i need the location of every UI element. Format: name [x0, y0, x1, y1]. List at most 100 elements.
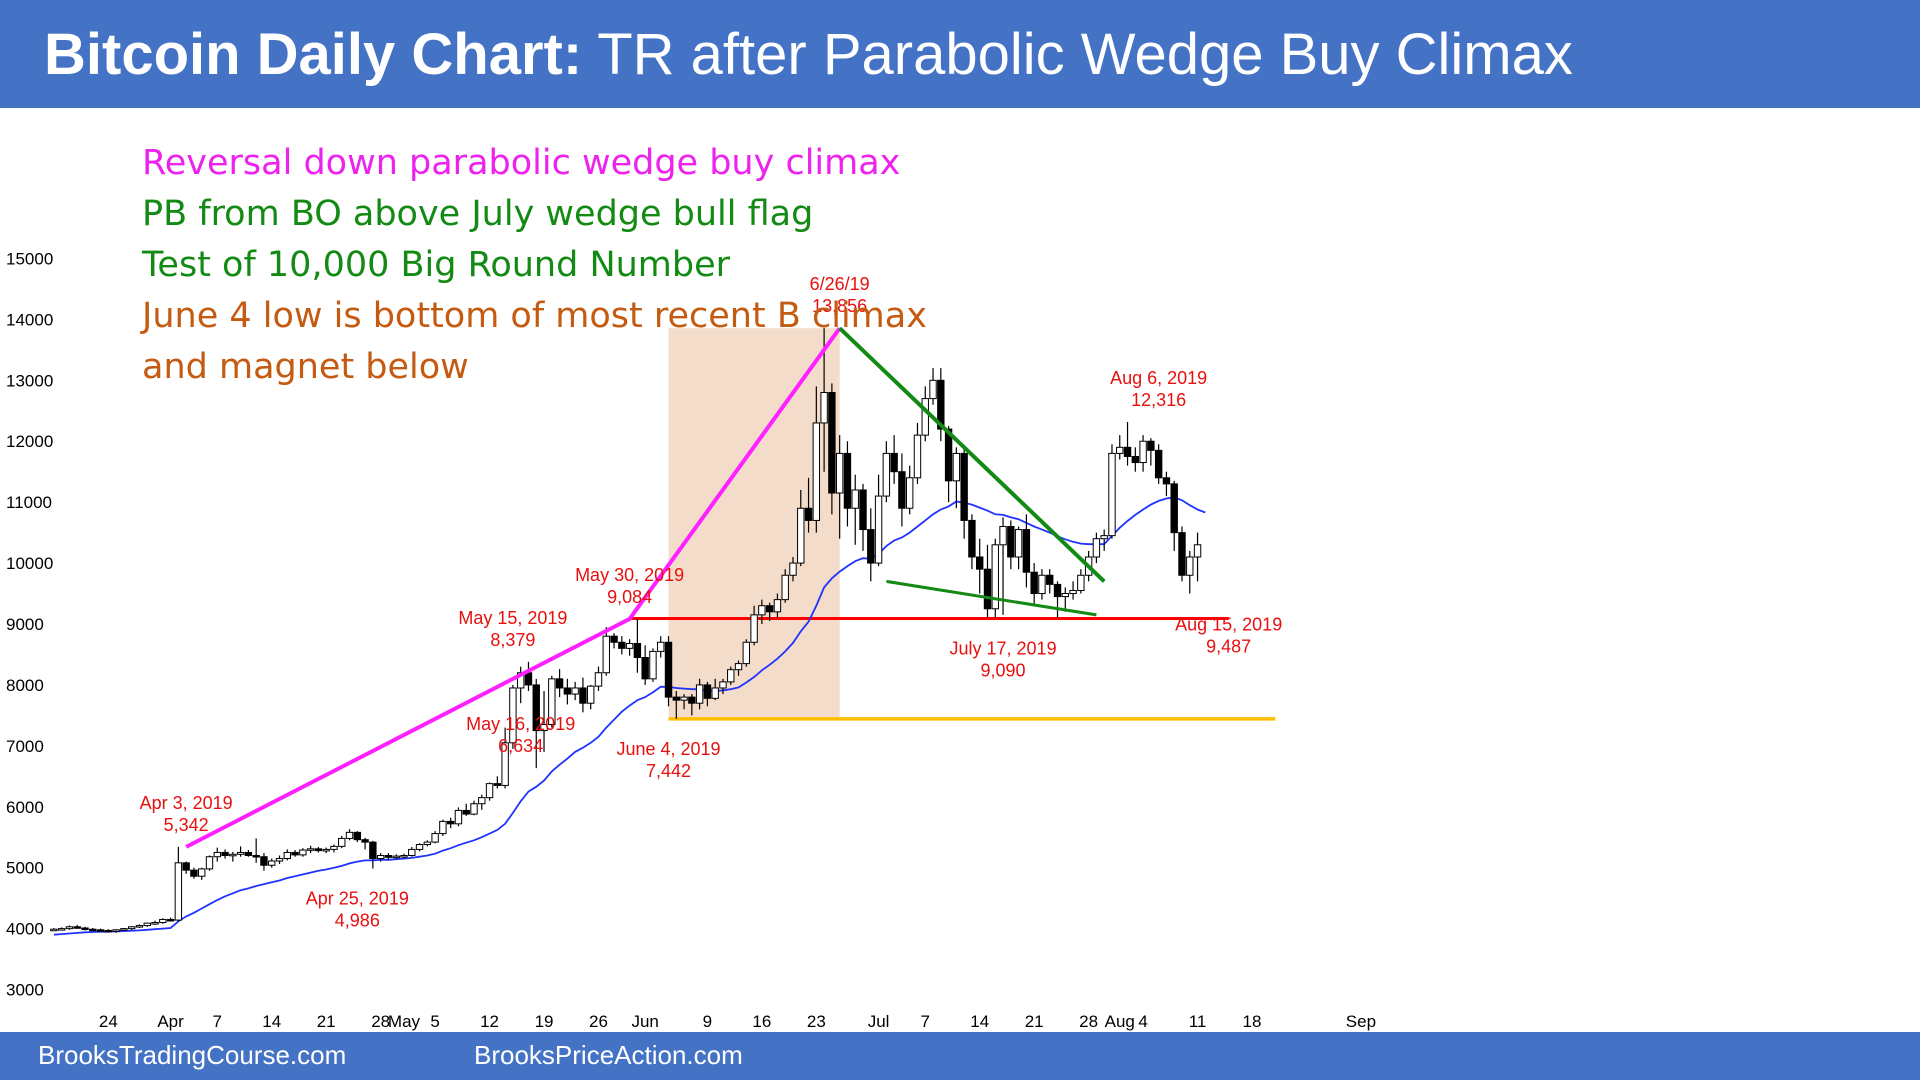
bull-candle — [127, 926, 136, 930]
bear-candle — [182, 862, 190, 871]
bull-candle — [1193, 544, 1202, 558]
price-annotation-date: Apr 3, 2019 — [140, 793, 233, 813]
wedge-bull-flag-lower — [886, 579, 1097, 617]
wedge-bull-flag-upper — [838, 326, 1106, 583]
bull-candle — [835, 452, 844, 494]
x-tick-label: 9 — [703, 1012, 712, 1031]
bull-candle — [781, 574, 789, 601]
bull-candle — [431, 833, 439, 843]
bull-candle — [236, 851, 245, 855]
bear-candle — [641, 657, 649, 680]
bear-candle — [1123, 446, 1132, 457]
bull-candle — [789, 562, 797, 576]
bull-candle — [548, 678, 556, 726]
price-annotation-value: 9,090 — [981, 661, 1026, 681]
bull-candle — [711, 687, 719, 699]
bull-candle — [151, 922, 159, 925]
x-tick-label: 11 — [1189, 1012, 1207, 1031]
bull-candle — [1116, 446, 1124, 454]
bear-candle — [314, 848, 323, 852]
x-tick-label: 21 — [317, 1012, 336, 1031]
bear-candle — [1170, 483, 1178, 534]
bear-candle — [703, 684, 712, 699]
bear-candle — [384, 855, 393, 858]
bull-candle — [135, 925, 144, 928]
bull-candle — [773, 599, 782, 613]
bull-candle — [65, 926, 74, 930]
price-annotation-value: 9,084 — [607, 587, 652, 607]
ema-20-line — [53, 496, 1206, 936]
bull-candle — [1014, 529, 1023, 558]
bear-candle — [976, 556, 984, 570]
bull-candle — [338, 837, 346, 847]
bull-candle — [540, 724, 548, 732]
x-tick-label: 19 — [535, 1012, 554, 1031]
bull-candle — [594, 672, 603, 687]
bull-candle — [1108, 452, 1116, 537]
x-tick-label: 7 — [921, 1012, 930, 1031]
bull-candle — [322, 848, 330, 852]
bear-candle — [859, 489, 867, 531]
note-1: Reversal down parabolic wedge buy climax — [142, 143, 901, 183]
bear-candle — [1131, 455, 1140, 464]
x-tick-label: 5 — [430, 1012, 439, 1031]
bull-candle — [283, 851, 291, 860]
x-tick-label: 16 — [752, 1012, 771, 1031]
bitcoin-candlestick-chart: 3000 4000 5000 6000 7000 8000 9000 10000 11000 12… — [6, 249, 1376, 1031]
bear-candle — [843, 452, 852, 509]
x-tick-label: Sep — [1346, 1012, 1376, 1031]
bear-candle — [353, 831, 362, 841]
bear-candle — [968, 519, 976, 558]
bull-candle — [275, 858, 284, 862]
parabolic-wedge-trendline — [185, 327, 842, 849]
y-tick-label: 7000 — [6, 737, 44, 756]
footer-right-site[interactable]: BrooksPriceAction.com — [474, 1040, 743, 1070]
title-bar: Bitcoin Daily Chart: TR after Parabolic … — [0, 0, 1920, 108]
bull-candle — [392, 855, 400, 859]
y-tick-label: 15000 — [6, 249, 53, 268]
bull-candle — [205, 856, 214, 870]
bear-candle — [672, 696, 680, 701]
bear-candle — [610, 635, 618, 643]
price-annotation-date: Apr 25, 2019 — [306, 889, 409, 909]
bear-candle — [361, 839, 369, 843]
bull-candle — [50, 928, 58, 932]
bear-candle — [1022, 529, 1031, 573]
x-tick-label: 23 — [807, 1012, 826, 1031]
bull-candle — [229, 853, 237, 857]
x-tick-label: Apr — [157, 1012, 184, 1031]
footer-left-site[interactable]: BrooksTradingCourse.com — [38, 1040, 347, 1070]
bear-candle — [555, 678, 564, 689]
bull-candle — [470, 803, 478, 815]
bear-candle — [524, 672, 533, 686]
bull-candle — [602, 635, 610, 674]
bull-candle — [882, 452, 891, 497]
price-annotation-value: 7,442 — [646, 761, 691, 781]
bull-candle — [991, 544, 999, 610]
x-tick-label: 28 — [371, 1012, 390, 1031]
bull-candle — [1069, 589, 1077, 595]
bear-candle — [579, 687, 587, 704]
note-3: Test of 10,000 Big Round Number — [142, 245, 731, 285]
bull-candle — [719, 681, 727, 689]
bull-candle — [742, 641, 751, 665]
price-annotation-value: 4,986 — [335, 911, 380, 931]
bear-candle — [937, 379, 945, 430]
bear-candle — [1178, 532, 1186, 576]
bull-candle — [913, 434, 922, 479]
bear-candle — [252, 855, 260, 858]
bull-candle — [820, 391, 828, 424]
y-tick-label: 9000 — [6, 615, 44, 634]
bear-candle — [944, 428, 953, 482]
bull-candle — [952, 452, 961, 482]
bull-candle — [345, 831, 354, 839]
price-annotation-date: May 16, 2019 — [466, 714, 575, 734]
price-annotation-date: Aug 15, 2019 — [1175, 614, 1282, 634]
bull-candle — [454, 809, 463, 825]
bear-candle — [291, 851, 299, 856]
title-bold: Bitcoin Daily Chart: — [44, 22, 583, 87]
x-tick-label: Jul — [868, 1012, 890, 1031]
bear-candle — [1147, 440, 1155, 451]
bull-candle — [750, 614, 758, 643]
bull-candle — [306, 848, 315, 851]
